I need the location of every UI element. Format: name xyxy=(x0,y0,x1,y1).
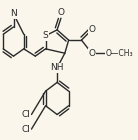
Text: Cl: Cl xyxy=(21,125,30,134)
Text: S: S xyxy=(43,31,48,40)
Text: O: O xyxy=(57,8,64,17)
Text: O: O xyxy=(88,25,95,34)
Text: Cl: Cl xyxy=(21,110,30,119)
Text: O—CH₃: O—CH₃ xyxy=(106,49,133,58)
Text: O: O xyxy=(88,49,95,58)
Text: N: N xyxy=(10,9,17,18)
Text: NH: NH xyxy=(50,63,64,72)
